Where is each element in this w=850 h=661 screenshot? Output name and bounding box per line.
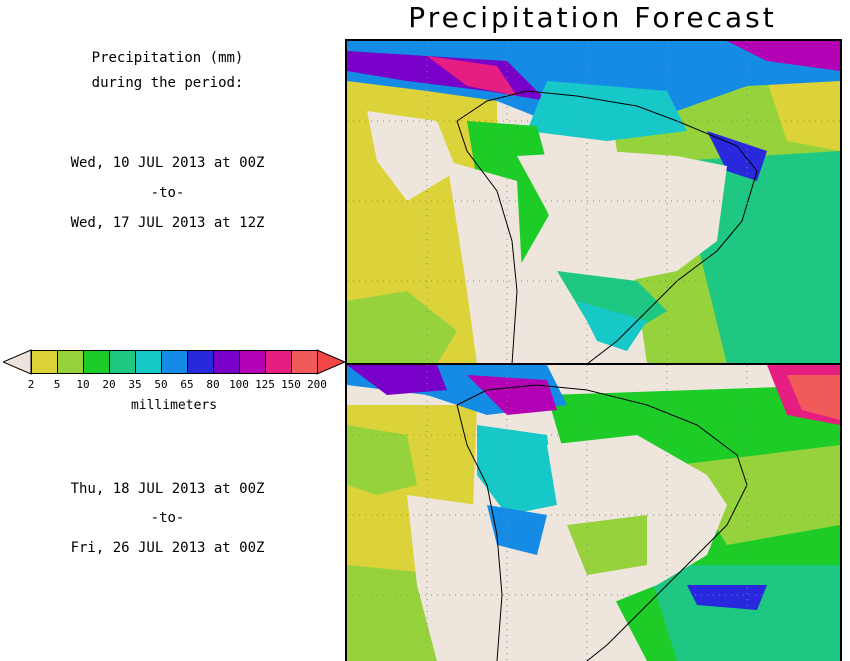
legend-low-arrow: [3, 349, 32, 375]
legend-swatch: [187, 350, 214, 374]
legend-tick-label: 150: [281, 378, 301, 391]
legend-swatch: [213, 350, 240, 374]
legend-swatch: [239, 350, 266, 374]
period-2-precip-field: [347, 365, 840, 661]
period-1-map: [345, 39, 842, 366]
period2-end: Fri, 26 JUL 2013 at 00Z: [70, 540, 265, 556]
legend-swatch: [83, 350, 110, 374]
period-2-map: [345, 363, 842, 661]
color-legend: 2 5 10 20 35 50 65 80 100 125 150 200 millimeters: [3, 348, 345, 428]
legend-high-arrow: [316, 349, 345, 375]
legend-tick-label: 35: [128, 378, 142, 391]
period1-end: Wed, 17 JUL 2013 at 12Z: [70, 215, 265, 231]
legend-swatch: [31, 350, 58, 374]
map1-gridlines: [347, 41, 840, 364]
legend-tick-label: 65: [180, 378, 194, 391]
legend-swatch: [265, 350, 292, 374]
period1-start: Wed, 10 JUL 2013 at 00Z: [70, 155, 265, 171]
legend-tick-label: 5: [53, 378, 61, 391]
legend-heading-line1: Precipitation (mm): [91, 50, 244, 66]
legend-swatch: [291, 350, 318, 374]
period2-start: Thu, 18 JUL 2013 at 00Z: [70, 481, 265, 497]
legend-tick-label: 125: [255, 378, 275, 391]
map2-gridlines: [347, 365, 840, 661]
legend-swatch: [109, 350, 136, 374]
legend-swatch: [135, 350, 162, 374]
legend-tick-label: 80: [206, 378, 220, 391]
page-title: Precipitation Forecast: [408, 1, 777, 34]
legend-tick-label: 2: [27, 378, 35, 391]
period1-separator: -to-: [150, 185, 185, 201]
legend-swatch: [161, 350, 188, 374]
legend-swatch: [57, 350, 84, 374]
legend-tick-label: 200: [307, 378, 327, 391]
period-1-precip-field: [347, 41, 840, 364]
period2-separator: -to-: [150, 510, 185, 526]
legend-tick-label: 20: [102, 378, 116, 391]
legend-tick-label: 10: [76, 378, 90, 391]
legend-heading-line2: during the period:: [91, 75, 244, 91]
legend-unit-label: millimeters: [130, 398, 218, 413]
legend-tick-label: 100: [229, 378, 249, 391]
legend-tick-label: 50: [154, 378, 168, 391]
